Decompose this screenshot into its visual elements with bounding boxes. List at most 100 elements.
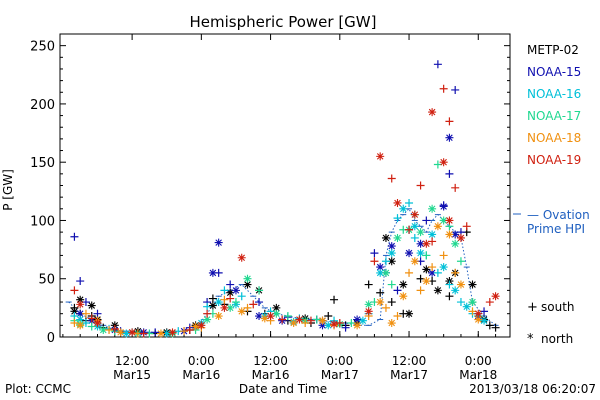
north-point	[76, 309, 85, 318]
south-point	[393, 214, 402, 223]
south-point	[491, 323, 500, 332]
south-point	[226, 294, 235, 303]
north-point	[76, 321, 85, 330]
north-point	[364, 307, 373, 316]
y-tick-label: 250	[30, 40, 55, 55]
south-point	[110, 324, 119, 333]
south-point	[451, 85, 460, 94]
south-point	[237, 292, 246, 301]
x-tick-label-time: 12:00	[392, 354, 427, 368]
north-point	[318, 321, 327, 330]
north-point	[428, 230, 437, 239]
north-point	[474, 315, 483, 324]
north-point	[474, 309, 483, 318]
south-point	[364, 280, 373, 289]
north-point	[416, 239, 425, 248]
legend-entry-metp-02: METP-02	[527, 43, 579, 57]
north-point	[376, 263, 385, 272]
south-point	[387, 298, 396, 307]
north-point	[376, 152, 385, 161]
legend-south-symbol: +	[527, 300, 538, 315]
north-point	[208, 268, 217, 277]
south-point	[76, 277, 85, 286]
south-point	[393, 286, 402, 295]
north-point	[324, 321, 333, 330]
plot-frame	[59, 33, 511, 338]
south-point	[220, 286, 229, 295]
south-point	[87, 322, 96, 331]
north-point	[381, 268, 390, 277]
south-point	[405, 225, 414, 234]
north-point	[416, 228, 425, 237]
south-point	[70, 232, 79, 241]
legend-entry-noaa-15: NOAA-15	[527, 65, 581, 79]
south-point	[243, 303, 252, 312]
south-point	[416, 181, 425, 190]
north-point	[162, 329, 171, 338]
x-tick-label-date: Mar18	[459, 368, 497, 382]
legend-north-label: north	[541, 332, 573, 346]
north-point	[231, 286, 240, 295]
south-point	[324, 312, 333, 321]
north-point	[462, 302, 471, 311]
y-tick-label: 200	[30, 98, 55, 113]
north-point	[468, 298, 477, 307]
footer-right: 2013/03/18 06:20:07	[469, 382, 596, 396]
south-point	[451, 183, 460, 192]
north-point	[439, 216, 448, 225]
south-point	[370, 257, 379, 266]
south-point	[220, 295, 229, 304]
north-point	[156, 329, 165, 338]
y-axis-label: P [GW]	[1, 169, 15, 211]
north-point	[364, 300, 373, 309]
north-point	[128, 328, 137, 337]
south-point	[445, 280, 454, 289]
south-point	[208, 294, 217, 303]
x-tick-label-time: 0:00	[188, 354, 215, 368]
north-point	[358, 316, 367, 325]
north-point	[318, 316, 327, 325]
north-point	[428, 268, 437, 277]
south-point	[439, 84, 448, 93]
south-point	[462, 222, 471, 231]
south-point	[81, 309, 90, 318]
north-point	[237, 307, 246, 316]
y-tick-label: 50	[38, 273, 55, 288]
north-point	[393, 198, 402, 207]
north-point	[76, 295, 85, 304]
north-point	[243, 274, 252, 283]
north-point	[214, 312, 223, 321]
south-point	[387, 174, 396, 183]
north-point	[168, 328, 177, 337]
north-point	[208, 301, 217, 310]
north-point	[387, 319, 396, 328]
south-point	[139, 329, 148, 338]
south-point	[445, 117, 454, 126]
north-point	[405, 249, 414, 258]
north-point	[330, 320, 339, 329]
north-point	[87, 301, 96, 310]
south-point	[439, 251, 448, 260]
north-point	[416, 249, 425, 258]
south-point	[278, 315, 287, 324]
north-point	[214, 238, 223, 247]
x-tick-label-date: Mar17	[390, 368, 428, 382]
north-point	[451, 286, 460, 295]
north-point	[456, 280, 465, 289]
north-point	[410, 222, 419, 231]
north-point	[387, 249, 396, 258]
footer-left: Plot: CCMC	[5, 382, 71, 396]
south-point	[416, 286, 425, 295]
north-point	[393, 233, 402, 242]
south-point	[151, 328, 160, 337]
south-point	[87, 314, 96, 323]
north-point	[433, 222, 442, 231]
south-point	[283, 312, 292, 321]
north-point	[376, 268, 385, 277]
north-point	[243, 280, 252, 289]
north-point	[260, 314, 269, 323]
north-point	[214, 298, 223, 307]
north-point	[480, 316, 489, 325]
north-point	[439, 158, 448, 167]
north-point	[422, 239, 431, 248]
